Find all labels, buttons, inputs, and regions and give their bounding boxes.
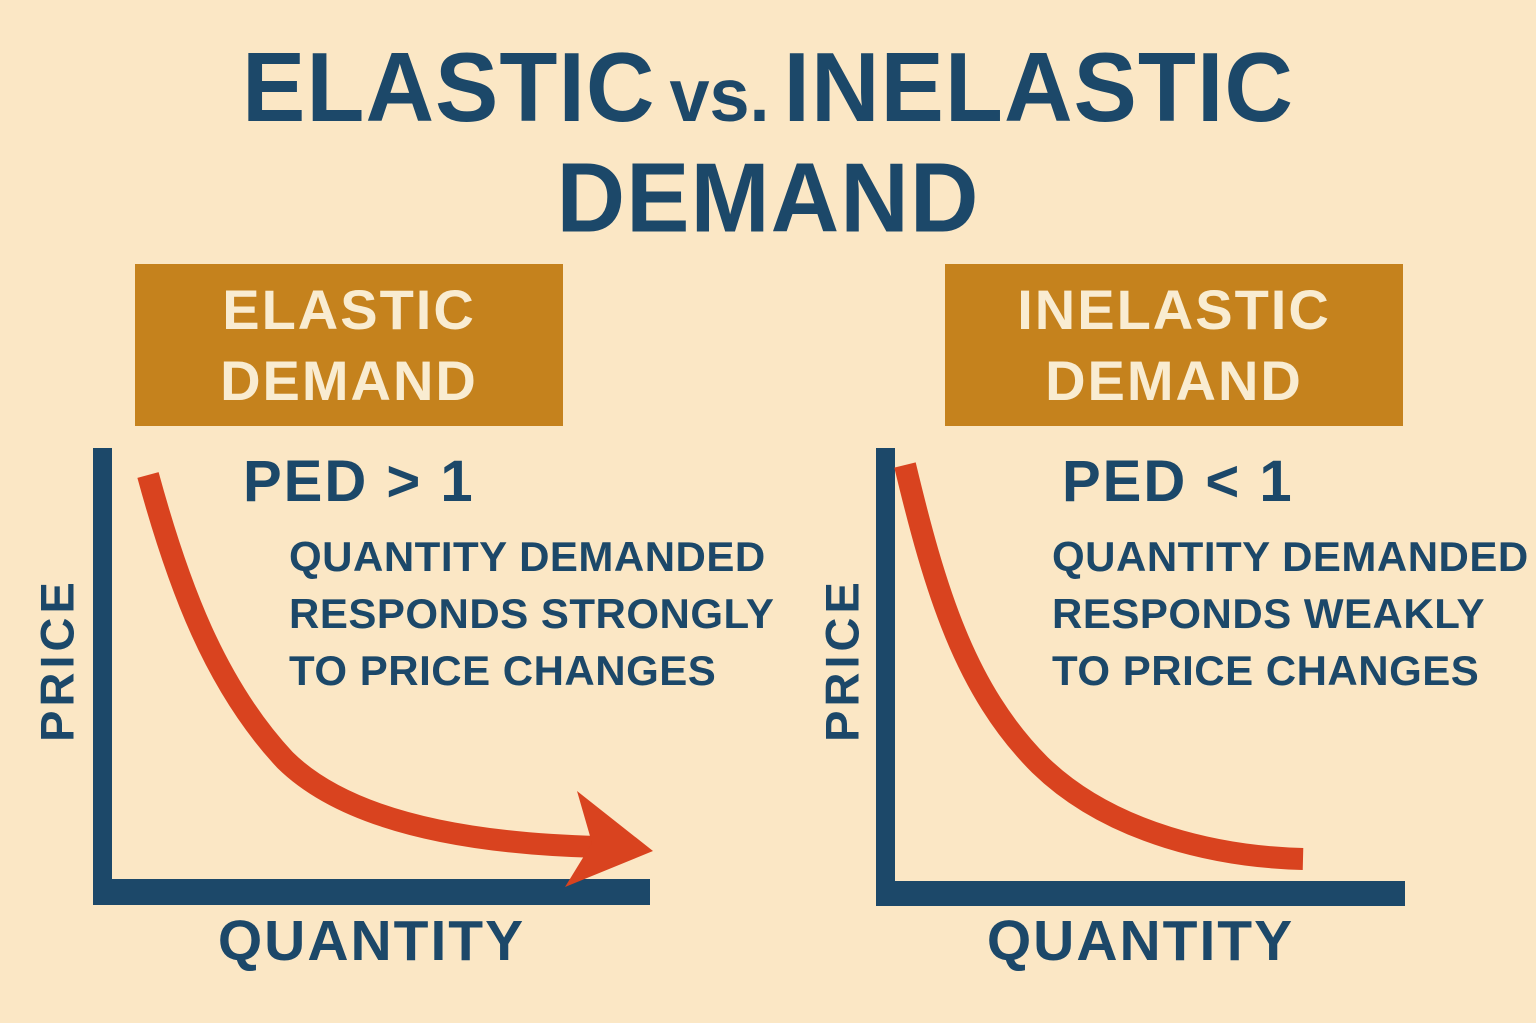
inelastic-x-axis (876, 881, 1405, 906)
inelastic-price-axis-label: PRICE (815, 578, 869, 742)
description-line: RESPONDS STRONGLY (289, 590, 775, 637)
elastic-quantity-axis-label: QUANTITY (217, 909, 526, 973)
inelastic-description: QUANTITY DEMANDED RESPONDS WEAKLY TO PRI… (1052, 528, 1529, 699)
inelastic-demand-badge: INELASTIC DEMAND (945, 264, 1403, 426)
elastic-demand-badge: ELASTIC DEMAND (135, 264, 563, 426)
badge-label-line2: DEMAND (220, 349, 478, 412)
title-word-elastic: ELASTIC (242, 32, 656, 143)
inelastic-y-axis (876, 448, 895, 905)
description-line: QUANTITY DEMANDED (1052, 533, 1529, 580)
elastic-ped-formula: PED > 1 (243, 449, 475, 514)
badge-label-line1: INELASTIC (1017, 278, 1331, 341)
inelastic-quantity-axis-label: QUANTITY (986, 909, 1295, 973)
title-line-1: ELASTIC vs. INELASTIC (0, 38, 1536, 146)
elastic-y-axis (93, 448, 112, 905)
elastic-demand-curve (137, 472, 599, 858)
title-line-2: DEMAND (556, 142, 980, 254)
page-title: ELASTIC vs. INELASTIC DEMAND (0, 38, 1536, 254)
description-line: TO PRICE CHANGES (1052, 647, 1480, 694)
elastic-price-axis-label: PRICE (30, 578, 84, 742)
description-line: TO PRICE CHANGES (289, 647, 717, 694)
badge-label-line2: DEMAND (1045, 349, 1303, 412)
elastic-x-axis (93, 879, 650, 905)
title-word-inelastic: INELASTIC (783, 32, 1294, 143)
inelastic-demand-curve (894, 462, 1304, 870)
inelastic-ped-formula: PED < 1 (1062, 449, 1294, 514)
description-line: RESPONDS WEAKLY (1052, 590, 1486, 637)
elastic-curve-arrowhead-icon (565, 791, 653, 887)
title-vs: vs. (669, 54, 770, 138)
description-line: QUANTITY DEMANDED (289, 533, 766, 580)
elastic-description: QUANTITY DEMANDED RESPONDS STRONGLY TO P… (289, 528, 774, 699)
badge-label-line1: ELASTIC (222, 278, 476, 341)
